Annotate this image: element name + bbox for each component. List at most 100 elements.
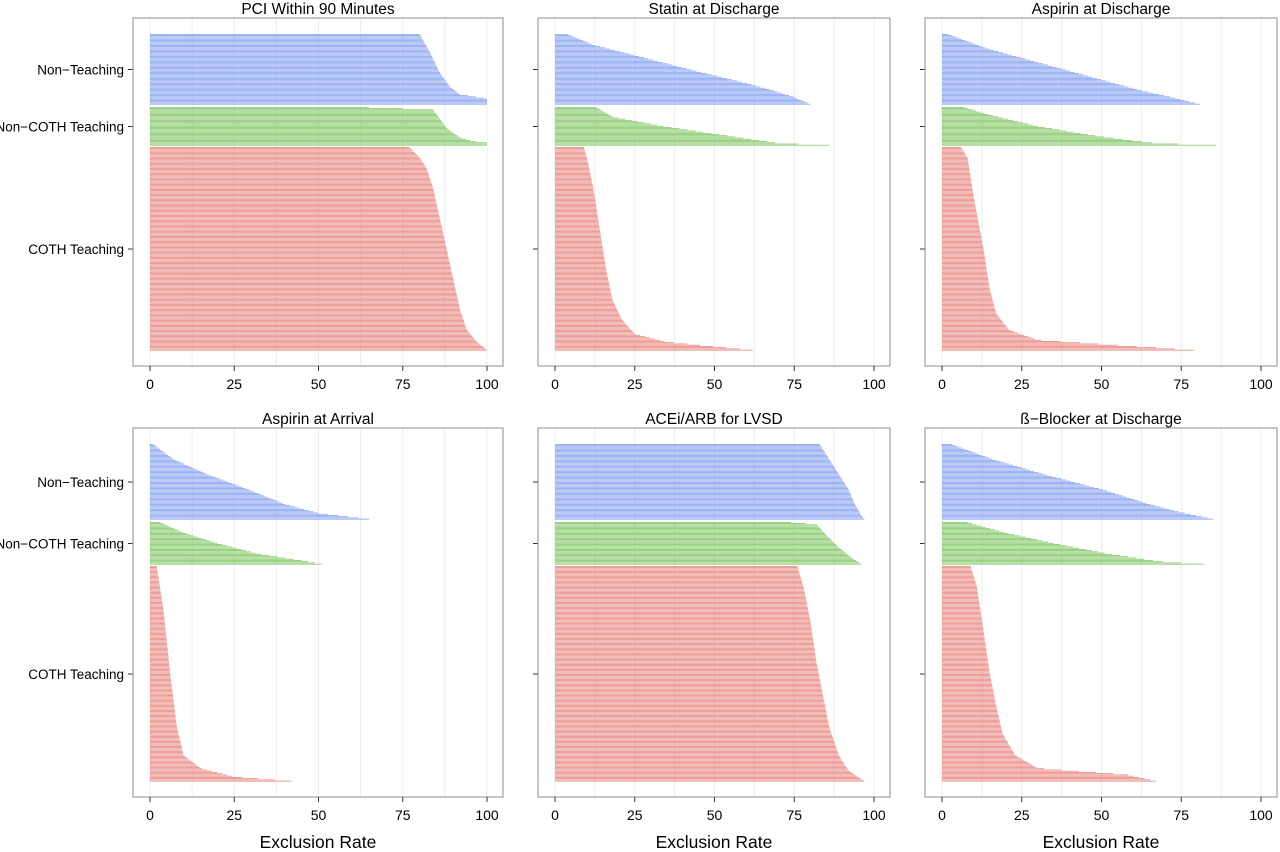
bar [555,490,850,492]
bar [150,257,449,258]
bar [942,550,1092,552]
bar [555,502,855,504]
bar [150,40,424,41]
bar [555,168,590,169]
bar [555,681,821,683]
bar [942,690,994,691]
bar [150,610,164,612]
bar [942,43,976,45]
bar [150,244,446,246]
bar [150,43,426,45]
bar [942,705,997,706]
bar [150,593,162,595]
bar [150,750,183,752]
bar [942,168,970,169]
bar [555,73,707,74]
bar [555,189,594,190]
bar [555,292,612,294]
bar [555,136,736,138]
bar [555,231,601,232]
bar [942,631,984,633]
bar [942,41,969,43]
bar [942,654,987,655]
bar [555,531,824,533]
bar [150,634,167,636]
bar [942,85,1124,87]
bar [942,130,1067,132]
bar [942,331,1014,332]
bar [555,741,835,742]
bar [150,711,175,713]
bar [555,708,826,710]
bar [942,691,994,693]
bar [150,501,280,503]
bar [150,190,434,192]
bar [942,759,1024,761]
bar [555,56,640,57]
category-label: COTH Teaching [28,667,124,682]
bar [942,515,1196,516]
bar [942,348,1175,350]
bar [150,229,443,231]
bar [942,584,977,586]
bar [942,170,970,172]
bar [150,181,432,183]
bar [555,732,832,734]
bar [555,577,801,578]
series-1 [150,444,370,520]
bar [150,328,467,330]
bar [150,215,440,216]
bar [555,90,774,92]
bar [942,692,994,694]
bar [555,757,841,758]
bar [942,260,986,262]
bar [555,317,622,319]
bar [555,190,594,192]
bar [555,614,810,616]
bar [942,485,1090,487]
bar [555,645,815,647]
bar [942,683,992,685]
bar [150,71,440,73]
bar [150,525,169,527]
bar [555,657,816,659]
bar [942,780,1156,782]
bar [150,573,158,575]
bar [555,473,839,475]
x-tick-label: 25 [1014,807,1030,823]
bar [555,599,807,601]
bar [150,608,164,609]
bar [942,595,979,597]
bar [942,343,1099,345]
bar [555,133,712,134]
bar [150,536,198,538]
bar [555,753,839,755]
bar [555,563,862,565]
bar [555,259,605,261]
bar [942,184,972,185]
bar [555,249,604,251]
bar [942,40,966,41]
bar [150,177,430,179]
bar [150,475,213,477]
bar [942,602,980,603]
bar [150,287,456,289]
bar [942,79,1102,81]
bar [555,210,597,211]
bar [555,497,853,499]
bar [942,597,979,598]
bar [150,164,425,166]
bar [942,592,978,593]
bar [150,268,451,269]
bar [555,239,602,241]
bar [555,118,626,120]
bar [942,724,1001,726]
bar [942,148,962,150]
bar [942,583,976,585]
bar [150,202,437,204]
bar [150,250,448,252]
bar [150,718,176,720]
bar [555,483,845,484]
bar [942,321,1003,323]
